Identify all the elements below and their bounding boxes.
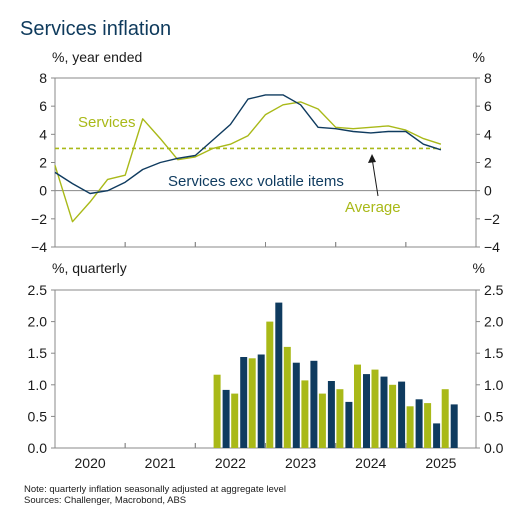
services-bar — [283, 346, 291, 448]
y-tick-label-right: 2.5 — [484, 282, 504, 298]
y-tick-label-right: 0.5 — [484, 408, 504, 424]
y-tick-label-left: 0.5 — [28, 408, 48, 424]
services-bar — [441, 389, 449, 448]
y-tick-label-left: 2.5 — [28, 282, 48, 298]
annotation-arrow — [371, 157, 379, 197]
exc-volatile-bar — [398, 381, 406, 448]
services-bar — [318, 393, 326, 448]
y-tick-label-left: 0.0 — [28, 440, 48, 456]
exc-volatile-bar — [275, 302, 283, 448]
exc-volatile-series-line — [54, 94, 442, 195]
bottom-left-axis-unit: %, quarterly — [52, 260, 127, 276]
y-tick-label-right: 1.5 — [484, 345, 504, 361]
y-tick-label-right: 4 — [484, 126, 492, 142]
chart-title: Services inflation — [20, 18, 172, 40]
y-tick-label-left: 6 — [39, 98, 47, 114]
services-bar — [213, 374, 221, 448]
exc-volatile-bar — [240, 357, 248, 448]
y-tick-label-left: −2 — [31, 211, 47, 227]
services-bar — [301, 380, 309, 448]
exc-volatile-bar — [450, 404, 458, 448]
annotation-arrowhead — [368, 154, 376, 163]
y-tick-label-right: 8 — [484, 70, 492, 86]
top-right-axis-unit: % — [472, 49, 485, 65]
y-tick-label-left: −4 — [31, 239, 47, 255]
y-tick-label-left: 2.0 — [28, 314, 48, 330]
exc-volatile-bar — [222, 389, 230, 448]
y-tick-label-right: −2 — [484, 211, 500, 227]
y-tick-label-right: 1.0 — [484, 377, 504, 393]
y-tick-label-right: 6 — [484, 98, 492, 114]
y-tick-label-right: 2 — [484, 155, 492, 171]
top-left-axis-unit: %, year ended — [52, 49, 143, 65]
y-tick-label-left: 2 — [39, 155, 47, 171]
note-line: Note: quarterly inflation seasonally adj… — [24, 484, 286, 495]
x-tick-label: 2020 — [75, 455, 106, 471]
services-bar — [266, 321, 274, 448]
y-tick-label-right: 0.0 — [484, 440, 504, 456]
services-bar — [389, 384, 397, 448]
exc-volatile-bar — [380, 376, 388, 448]
y-tick-label-left: 0 — [39, 183, 47, 199]
services-bar — [248, 358, 256, 448]
exc-volatile-bar — [345, 401, 353, 448]
services-bar — [371, 369, 379, 448]
exc-volatile-bar — [363, 374, 370, 448]
exc-volatile-bar — [327, 381, 335, 448]
services-bar — [354, 364, 361, 448]
y-tick-label-left: 4 — [39, 126, 47, 142]
top-panel-frame — [54, 77, 477, 248]
y-tick-label-right: −4 — [484, 239, 500, 255]
exc-volatile-bar — [433, 423, 441, 448]
services-bar — [424, 403, 432, 448]
x-tick-label: 2021 — [145, 455, 176, 471]
services-annotation: Services — [78, 114, 136, 131]
services-bar — [231, 393, 239, 448]
y-tick-label-left: 1.0 — [28, 377, 48, 393]
average-annotation: Average — [345, 199, 401, 216]
chart-notes: Note: quarterly inflation seasonally adj… — [24, 484, 286, 506]
y-tick-label-right: 2.0 — [484, 314, 504, 330]
exc-volatile-bar — [257, 354, 265, 448]
x-tick-label: 2025 — [425, 455, 456, 471]
x-tick-label: 2022 — [215, 455, 246, 471]
y-tick-label-right: 0 — [484, 183, 492, 199]
x-tick-label: 2023 — [285, 455, 316, 471]
exc-volatile-bar — [310, 360, 318, 448]
bottom-right-axis-unit: % — [472, 260, 485, 276]
services-series-line — [54, 101, 442, 223]
x-tick-label: 2024 — [355, 455, 386, 471]
services-bar — [406, 406, 414, 448]
services-bar — [336, 389, 344, 448]
exc-volatile-bar — [415, 399, 423, 448]
y-tick-label-left: 8 — [39, 70, 47, 86]
y-tick-label-left: 1.5 — [28, 345, 48, 361]
source-line: Sources: Challenger, Macrobond, ABS — [24, 495, 187, 506]
exc-volatile-annotation: Services exc volatile items — [168, 173, 344, 190]
exc-volatile-bar — [292, 362, 300, 448]
